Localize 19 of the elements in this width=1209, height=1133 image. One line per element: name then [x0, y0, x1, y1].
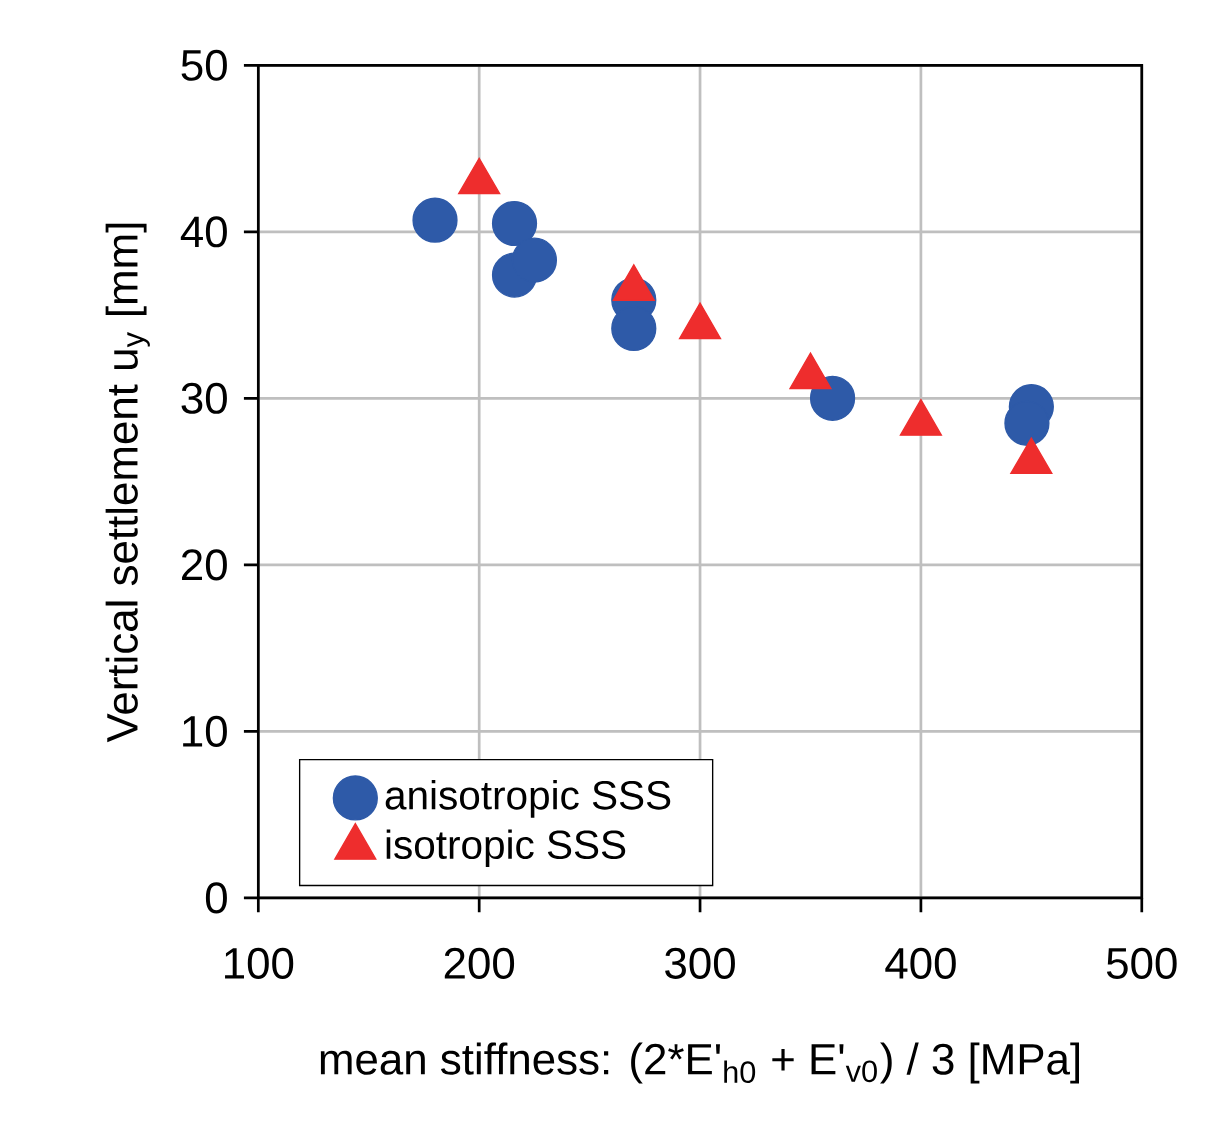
point — [511, 237, 558, 283]
legend-label: anisotropic SSS — [385, 779, 671, 818]
x-axis-title: mean stiffness: (2*E'$_{h0}$ + E'$_{v0}$) / 3 [MPa] — [320, 1042, 1079, 1084]
x-tick-label: 100 — [225, 947, 294, 979]
y-tick-label: 40 — [180, 216, 227, 248]
y-tick-label: 20 — [182, 549, 227, 581]
y-tick-label: 0 — [205, 882, 227, 914]
y-tick-label: 30 — [181, 382, 227, 414]
point — [491, 200, 538, 247]
x-tick-label: 400 — [885, 947, 956, 979]
point — [809, 375, 856, 421]
x-tick-label: 300 — [665, 947, 735, 979]
x-tick-label: 500 — [1106, 947, 1177, 979]
y-tick-label: 10 — [183, 715, 227, 747]
x-tick-label: 200 — [444, 947, 515, 979]
point — [412, 197, 458, 243]
legend-label: isotropic SSS — [386, 829, 626, 868]
y-tick-label: 50 — [181, 49, 227, 81]
y-axis-title: Vertical settlement u$_{y}$ [mm] — [105, 223, 150, 743]
